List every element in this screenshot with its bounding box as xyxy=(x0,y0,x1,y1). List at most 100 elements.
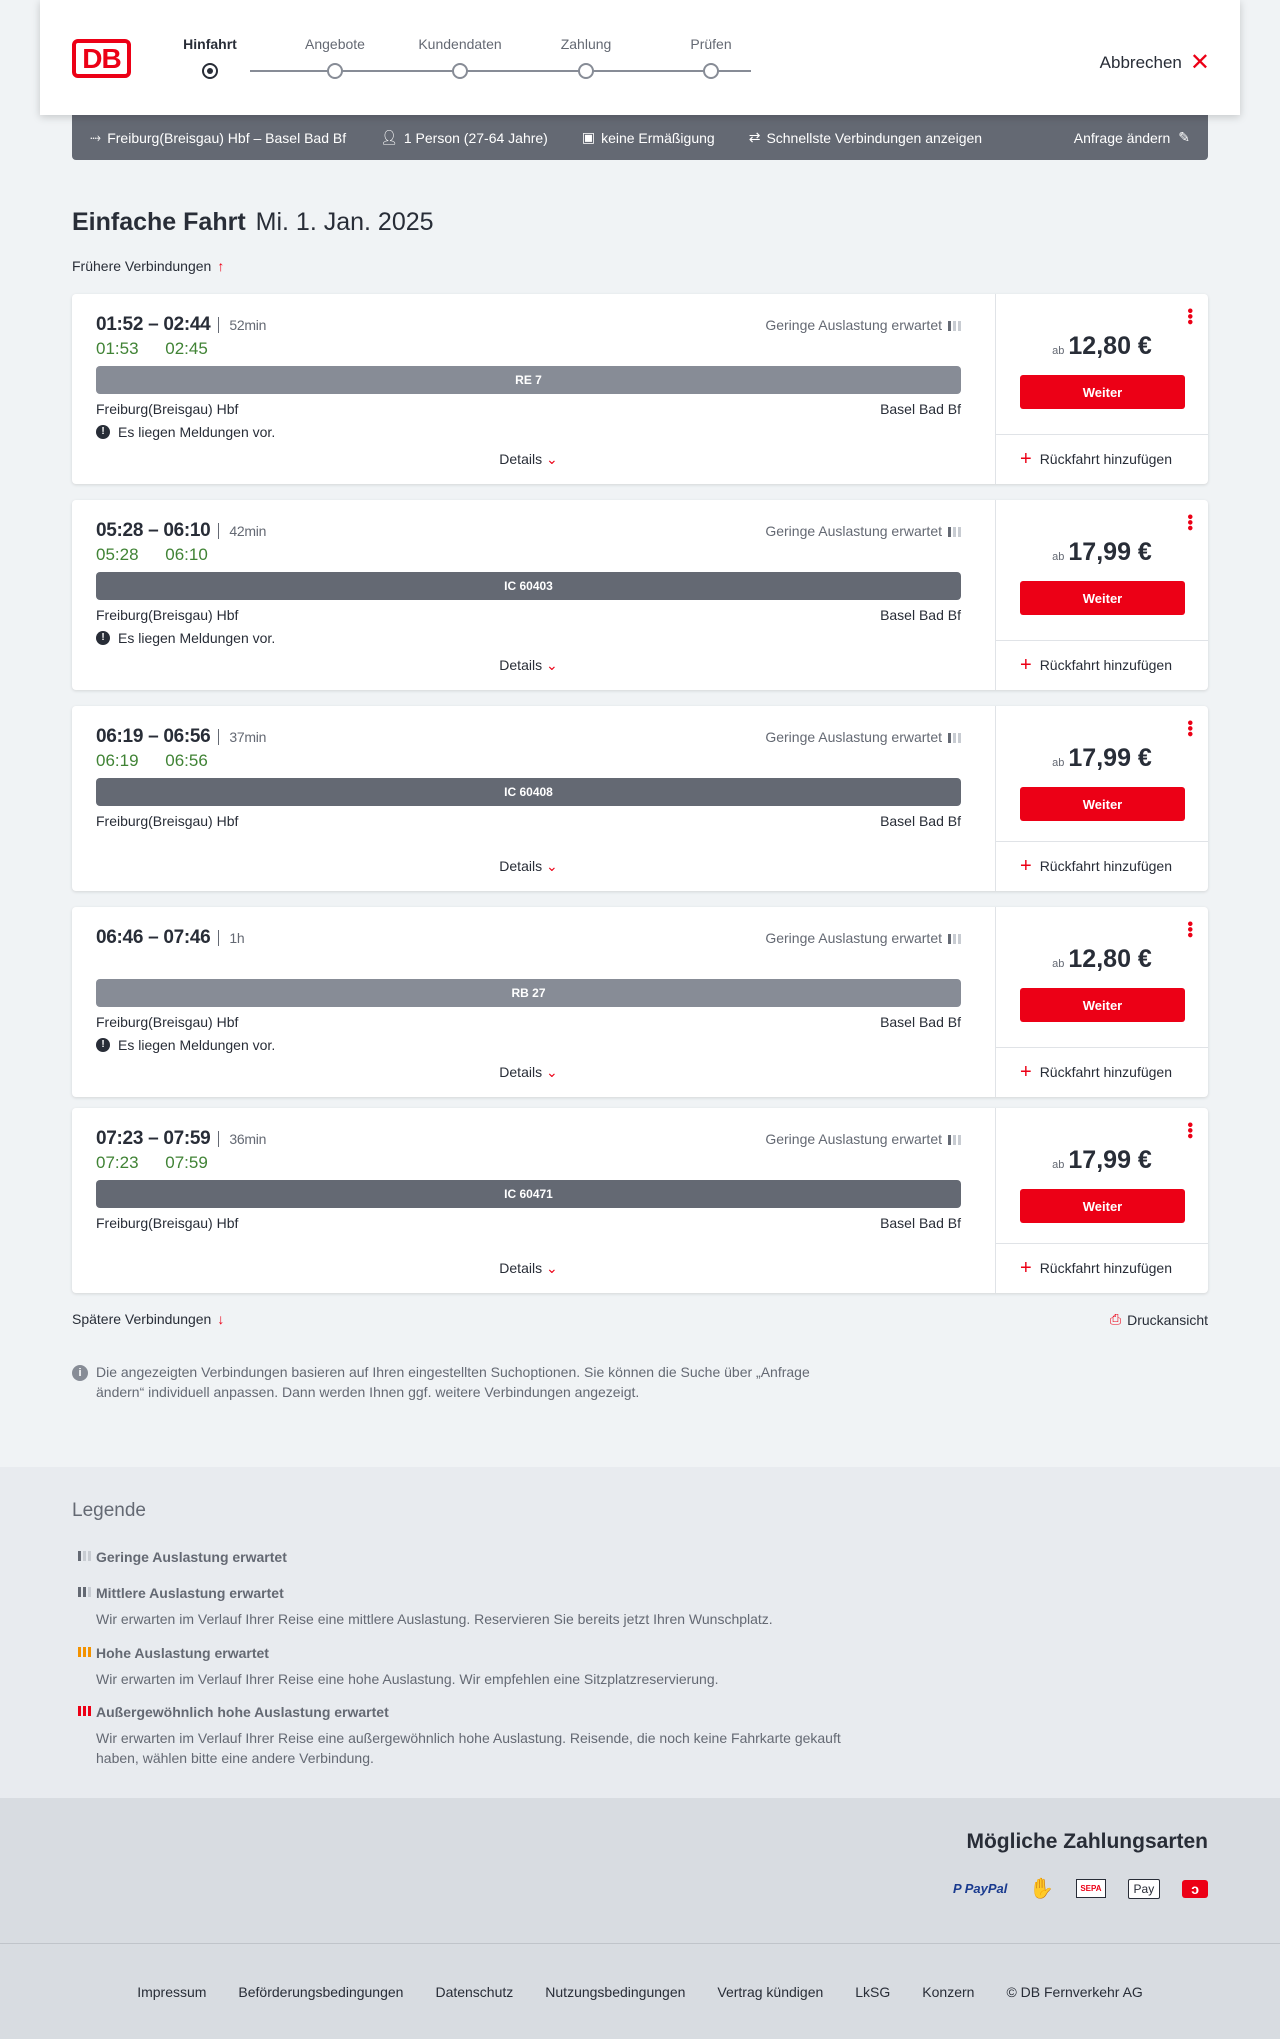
plus-icon: + xyxy=(1020,448,1032,470)
planned-times: 05:28 – 06:10 42min xyxy=(96,520,267,541)
arrow-up-icon: ↑ xyxy=(217,258,225,274)
step-indicator[interactable] xyxy=(703,63,719,79)
passenger-summary: 👤︎ 1 Person (27-64 Jahre) xyxy=(380,129,548,146)
origin-station: Freiburg(Breisgau) Hbf xyxy=(96,607,239,623)
add-return-button[interactable]: + Rückfahrt hinzufügen xyxy=(1020,654,1172,676)
cancel-label: Abbrechen xyxy=(1099,52,1182,72)
arrow-right-icon: ⤑ xyxy=(90,129,102,145)
more-options-icon[interactable]: ••• xyxy=(1181,720,1198,737)
step-indicator[interactable] xyxy=(202,63,218,79)
realtime-times: 05:28 06:10 xyxy=(96,545,208,564)
pencil-icon: ✎ xyxy=(1178,129,1190,145)
occupancy-level-icon xyxy=(78,1587,91,1597)
occupancy-indicator: Geringe Auslastung erwartet xyxy=(765,930,961,946)
footer-link[interactable]: Datenschutz xyxy=(435,1984,514,2000)
train-line-bar[interactable]: IC 60408 xyxy=(96,778,961,806)
legend-item: Hohe Auslastung erwartet Wir erwarten im … xyxy=(72,1645,872,1689)
occupancy-indicator: Geringe Auslastung erwartet xyxy=(765,1131,961,1147)
cancel-button[interactable]: Abbrechen ✕ xyxy=(1100,48,1210,77)
db-logo[interactable]: DB xyxy=(72,39,131,78)
chevron-down-icon: ⌄ xyxy=(545,1064,558,1080)
divider xyxy=(996,640,1208,641)
step-label: Hinfahrt xyxy=(183,36,237,52)
plus-icon: + xyxy=(1020,654,1032,676)
occupancy-low-icon xyxy=(948,733,961,743)
details-toggle[interactable]: Details ⌄ xyxy=(499,858,558,874)
step-indicator[interactable] xyxy=(578,63,594,79)
footer-link[interactable]: LkSG xyxy=(855,1984,891,2000)
add-return-button[interactable]: + Rückfahrt hinzufügen xyxy=(1020,855,1172,877)
bahncard-icon: ▣ xyxy=(581,129,596,145)
duration: 36min xyxy=(218,1131,266,1147)
train-line-bar[interactable]: RE 7 xyxy=(96,366,961,394)
continue-button[interactable]: Weiter xyxy=(1020,1189,1185,1223)
details-toggle[interactable]: Details ⌄ xyxy=(499,451,558,467)
planned-times: 06:19 – 06:56 37min xyxy=(96,726,267,747)
connection-card: 05:28 – 06:10 42min Geringe Auslastung er… xyxy=(72,500,1208,690)
connection-card: 06:46 – 07:46 1h Geringe Auslastung erwar… xyxy=(72,907,1208,1097)
occupancy-low-icon xyxy=(948,1135,961,1145)
footer-link[interactable]: Impressum xyxy=(137,1984,207,2000)
destination-station: Basel Bad Bf xyxy=(880,607,961,623)
later-connections-link[interactable]: Spätere Verbindungen ↓ xyxy=(72,1311,224,1327)
earlier-connections-link[interactable]: Frühere Verbindungen ↑ xyxy=(72,258,224,274)
discount-summary: ▣ keine Ermäßigung xyxy=(582,129,715,146)
details-toggle[interactable]: Details ⌄ xyxy=(499,1260,558,1276)
price: ab 17,99 € xyxy=(1052,744,1152,772)
footer-link[interactable]: Konzern xyxy=(922,1984,975,2000)
price: ab 12,80 € xyxy=(1052,945,1152,973)
details-toggle[interactable]: Details ⌄ xyxy=(499,657,558,673)
notice: ! Es liegen Meldungen vor. xyxy=(96,424,275,440)
alert-icon: ! xyxy=(96,631,110,645)
step-label: Angebote xyxy=(305,36,365,52)
step-indicator[interactable] xyxy=(452,63,468,79)
connection-card: 01:52 – 02:44 52min Geringe Auslastung er… xyxy=(72,294,1208,484)
more-options-icon[interactable]: ••• xyxy=(1181,1122,1198,1139)
footer-link[interactable]: Vertrag kündigen xyxy=(717,1984,824,2000)
occupancy-level-icon xyxy=(78,1706,91,1716)
edit-label: Anfrage ändern xyxy=(1073,129,1171,146)
train-line-bar[interactable]: IC 60403 xyxy=(96,572,961,600)
planned-times: 01:52 – 02:44 52min xyxy=(96,314,267,335)
continue-button[interactable]: Weiter xyxy=(1020,581,1185,615)
continue-button[interactable]: Weiter xyxy=(1020,787,1185,821)
footer-link[interactable]: Beförderungsbedingungen xyxy=(238,1984,404,2000)
train-line-bar[interactable]: RB 27 xyxy=(96,979,961,1007)
page-title: Einfache Fahrt Mi. 1. Jan. 2025 xyxy=(72,208,434,237)
print-view-link[interactable]: ⎙ Druckansicht xyxy=(1110,1311,1208,1328)
continue-button[interactable]: Weiter xyxy=(1020,988,1185,1022)
person-icon: 👤︎ xyxy=(380,129,398,145)
add-return-button[interactable]: + Rückfahrt hinzufügen xyxy=(1020,1061,1172,1083)
arrow-down-icon: ↓ xyxy=(217,1311,225,1327)
occupancy-level-icon xyxy=(78,1647,91,1657)
occupancy-indicator: Geringe Auslastung erwartet xyxy=(765,523,961,539)
more-options-icon[interactable]: ••• xyxy=(1181,921,1198,938)
duration: 37min xyxy=(218,729,266,745)
continue-button[interactable]: Weiter xyxy=(1020,375,1185,409)
earlier-label: Frühere Verbindungen xyxy=(72,258,212,274)
add-return-button[interactable]: + Rückfahrt hinzufügen xyxy=(1020,1257,1172,1279)
edit-request-button[interactable]: Anfrage ändern ✎ xyxy=(1074,129,1190,146)
payment-section: Mögliche Zahlungsarten P PayPal ✋ SEPA P… xyxy=(0,1798,1280,1943)
paypal-icon: P PayPal xyxy=(952,1881,1008,1896)
passengers-text: 1 Person (27-64 Jahre) xyxy=(403,129,548,146)
realtime-times: 07:23 07:59 xyxy=(96,1153,208,1172)
step-indicator[interactable] xyxy=(327,63,343,79)
bonus-icon: ↄ xyxy=(1182,1879,1208,1898)
plus-icon: + xyxy=(1020,1061,1032,1083)
more-options-icon[interactable]: ••• xyxy=(1181,514,1198,531)
info-icon: i xyxy=(72,1365,88,1381)
footer-link[interactable]: Nutzungsbedingungen xyxy=(545,1984,686,2000)
price: ab 17,99 € xyxy=(1052,538,1152,566)
route-text: Freiburg(Breisgau) Hbf – Basel Bad Bf xyxy=(107,129,347,146)
option-summary: ⇄ Schnellste Verbindungen anzeigen xyxy=(749,129,982,146)
add-return-button[interactable]: + Rückfahrt hinzufügen xyxy=(1020,448,1172,470)
notice: ! Es liegen Meldungen vor. xyxy=(96,630,275,646)
planned-times: 06:46 – 07:46 1h xyxy=(96,927,245,948)
option-text: Schnellste Verbindungen anzeigen xyxy=(766,129,983,146)
train-line-bar[interactable]: IC 60471 xyxy=(96,1180,961,1208)
footer: Impressum Beförderungsbedingungen Datensch… xyxy=(0,1943,1280,2039)
details-toggle[interactable]: Details ⌄ xyxy=(499,1064,558,1080)
more-options-icon[interactable]: ••• xyxy=(1181,308,1198,325)
notice: ! Es liegen Meldungen vor. xyxy=(96,1037,275,1053)
